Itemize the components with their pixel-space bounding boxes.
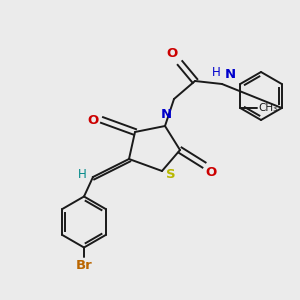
- Text: N: N: [161, 108, 172, 121]
- Text: H: H: [78, 168, 86, 181]
- Text: O: O: [166, 47, 178, 60]
- Text: N: N: [224, 68, 236, 81]
- Text: H: H: [212, 66, 220, 79]
- Text: CH₃: CH₃: [258, 103, 277, 113]
- Text: S: S: [166, 167, 176, 181]
- Text: Br: Br: [76, 259, 92, 272]
- Text: O: O: [87, 113, 98, 127]
- Text: O: O: [206, 167, 217, 179]
